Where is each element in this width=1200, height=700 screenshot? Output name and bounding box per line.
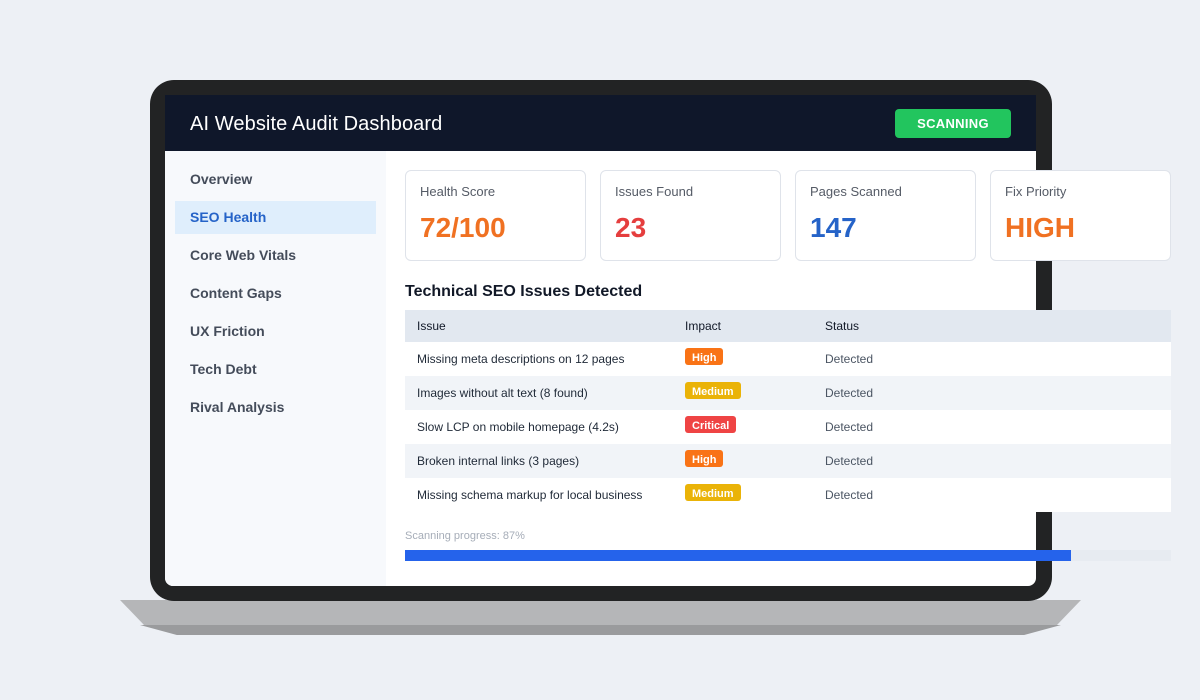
column-header-status: Status xyxy=(825,319,860,333)
sidebar-item-tech-debt[interactable]: Tech Debt xyxy=(190,361,257,377)
metric-label: Health Score xyxy=(420,184,496,199)
app-title: AI Website Audit Dashboard xyxy=(190,113,443,135)
metric-label: Pages Scanned xyxy=(810,184,902,199)
impact-badge: Critical xyxy=(685,416,737,433)
issue-text: Slow LCP on mobile homepage (4.2s) xyxy=(417,420,619,434)
metric-value: HIGH xyxy=(1005,212,1075,243)
laptop-base xyxy=(120,600,1081,625)
metric-value: 23 xyxy=(615,212,647,243)
sidebar-item-overview[interactable]: Overview xyxy=(190,171,253,187)
metric-value: 72/100 xyxy=(420,212,506,243)
table-row[interactable]: Missing schema markup for local business… xyxy=(405,478,1171,512)
table-row[interactable]: Images without alt text (8 found) Medium… xyxy=(405,376,1171,410)
metric-card-fix-priority: Fix Priority HIGH xyxy=(990,170,1171,261)
metric-card-issues-found: Issues Found 23 xyxy=(600,170,781,261)
progress-fill xyxy=(405,550,1072,561)
impact-badge: High xyxy=(685,348,724,365)
impact-badge: Medium xyxy=(685,484,741,501)
status-text: Detected xyxy=(825,420,874,434)
progress-bar xyxy=(405,550,1171,561)
laptop-foot xyxy=(140,625,1061,635)
column-header-issue: Issue xyxy=(417,319,446,333)
metric-label: Fix Priority xyxy=(1005,184,1067,199)
metric-label: Issues Found xyxy=(615,184,694,199)
table-header: Issue Impact Status xyxy=(405,310,1171,342)
scanning-status-button[interactable]: SCANNING xyxy=(895,109,1011,138)
column-header-impact: Impact xyxy=(685,319,722,333)
issue-text: Missing schema markup for local business xyxy=(417,488,643,502)
metric-card-pages-scanned: Pages Scanned 147 xyxy=(795,170,976,261)
status-text: Detected xyxy=(825,488,874,502)
table-row[interactable]: Slow LCP on mobile homepage (4.2s) Criti… xyxy=(405,410,1171,444)
status-text: Detected xyxy=(825,386,874,400)
app-header: AI Website Audit Dashboard SCANNING xyxy=(165,95,1036,151)
impact-badge: High xyxy=(685,450,724,467)
sidebar-item-rival-analysis[interactable]: Rival Analysis xyxy=(190,399,285,415)
issues-table: Issue Impact Status Missing meta descrip… xyxy=(405,310,1171,512)
metric-card-health-score: Health Score 72/100 xyxy=(405,170,586,261)
sidebar-item-seo-health[interactable]: SEO Health xyxy=(175,201,376,234)
sidebar-item-ux-friction[interactable]: UX Friction xyxy=(190,323,265,339)
sidebar-item-content-gaps[interactable]: Content Gaps xyxy=(190,285,282,301)
table-row[interactable]: Broken internal links (3 pages) High Det… xyxy=(405,444,1171,478)
status-text: Detected xyxy=(825,454,874,468)
table-row[interactable]: Missing meta descriptions on 12 pages Hi… xyxy=(405,342,1171,376)
impact-badge: Medium xyxy=(685,382,741,399)
sidebar-item-core-web-vitals[interactable]: Core Web Vitals xyxy=(190,247,297,263)
metric-value: 147 xyxy=(810,212,857,243)
issue-text: Images without alt text (8 found) xyxy=(417,386,588,400)
issue-text: Broken internal links (3 pages) xyxy=(417,454,580,468)
section-title: Technical SEO Issues Detected xyxy=(405,283,643,300)
status-text: Detected xyxy=(825,352,874,366)
sidebar: Overview SEO Health Core Web Vitals Cont… xyxy=(165,151,386,586)
progress-label: Scanning progress: 87% xyxy=(405,530,525,542)
issue-text: Missing meta descriptions on 12 pages xyxy=(417,352,625,366)
